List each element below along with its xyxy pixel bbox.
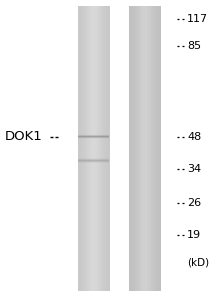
Bar [81,6,82,291]
Bar [92,6,93,291]
Bar [89,6,90,291]
Bar [152,6,153,291]
Text: DOK1: DOK1 [4,130,42,143]
Bar [93,6,94,291]
Bar [129,6,130,291]
Bar [91,6,92,291]
Bar [85,6,86,291]
Bar [108,6,109,291]
Bar [151,6,152,291]
Bar [134,6,135,291]
Bar [148,6,149,291]
Bar [150,6,151,291]
Bar [94,6,95,291]
Bar [97,6,98,291]
Text: 117: 117 [187,14,209,24]
Bar [144,6,145,291]
Bar [156,6,157,291]
Bar [79,6,80,291]
Bar [100,6,101,291]
Bar [99,6,100,291]
Bar [103,6,104,291]
Bar [158,6,159,291]
Bar [145,6,146,291]
Bar [140,6,141,291]
Bar [155,6,156,291]
Bar [135,6,136,291]
Bar [159,6,160,291]
Bar [132,6,133,291]
Bar [80,6,81,291]
Bar [133,6,134,291]
Bar [78,6,79,291]
Bar [153,6,154,291]
Bar [138,6,139,291]
Bar [157,6,158,291]
Bar [86,6,87,291]
Bar [136,6,137,291]
Bar [106,6,107,291]
Bar [101,6,102,291]
Bar [96,6,97,291]
Text: 19: 19 [187,230,201,240]
Text: (kD): (kD) [187,257,209,268]
Bar [90,6,91,291]
Bar [131,6,132,291]
Bar [84,6,85,291]
Bar [95,6,96,291]
Bar [160,6,161,291]
Bar [146,6,147,291]
Bar [104,6,105,291]
Bar [139,6,140,291]
Bar [83,6,84,291]
Bar [141,6,142,291]
Bar [88,6,89,291]
Bar [109,6,110,291]
Text: 34: 34 [187,164,201,175]
Bar [105,6,106,291]
Text: 26: 26 [187,198,201,208]
Bar [142,6,143,291]
Bar [107,6,108,291]
Bar [130,6,131,291]
Bar [137,6,138,291]
Bar [154,6,155,291]
Text: 85: 85 [187,40,201,51]
Bar [143,6,144,291]
Bar [147,6,148,291]
Bar [149,6,150,291]
Bar [87,6,88,291]
Text: 48: 48 [187,131,202,142]
Bar [82,6,83,291]
